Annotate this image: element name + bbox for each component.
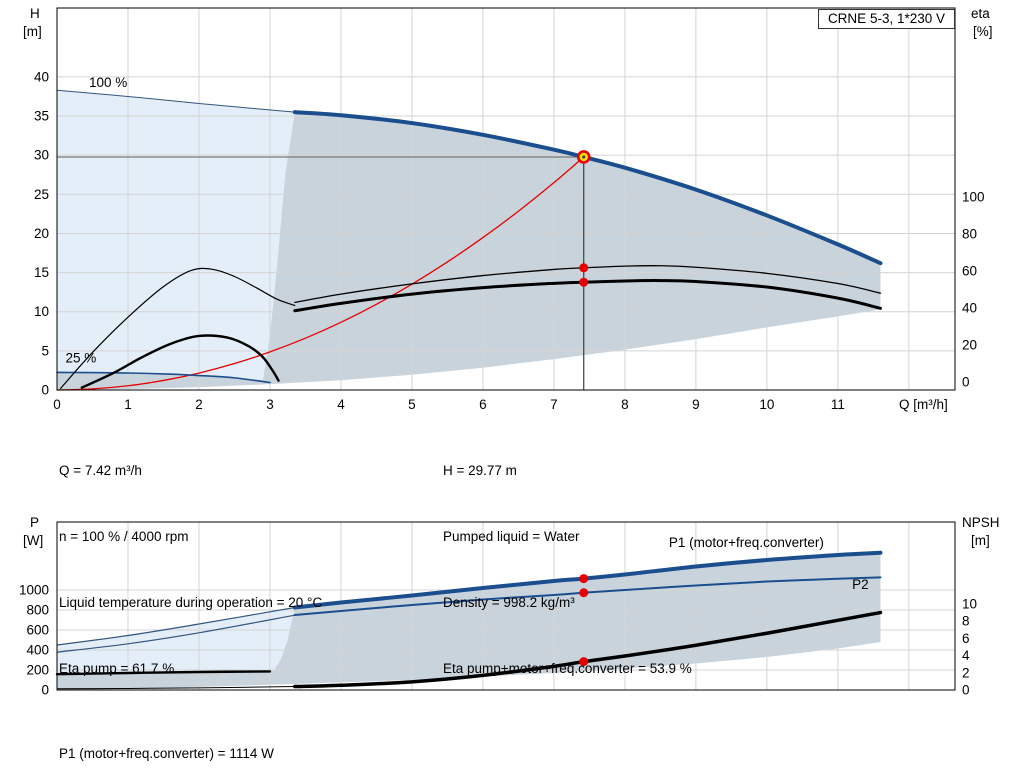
p1-label: P1 (motor+freq.converter) <box>669 535 824 550</box>
info-liquid: Pumped liquid = Water <box>443 529 580 544</box>
y-left-tick-label: 200 <box>26 663 49 678</box>
axis-title-h: H <box>30 6 40 21</box>
info-temperature: Liquid temperature during operation = 20… <box>59 595 323 610</box>
y-right-tick-label: 2 <box>962 665 970 680</box>
eta-pump-curve <box>294 265 882 304</box>
y-left-tick-label: 1000 <box>19 583 49 598</box>
speed-100-label: 100 % <box>89 75 127 90</box>
y-left-tick-label: 30 <box>34 148 49 163</box>
p1-25-curve <box>55 670 272 676</box>
info-eta-total: Eta pump+motor+freq.converter = 53.9 % <box>443 661 692 676</box>
power-info: P1 (motor+freq.converter) = 1114 W P2 = … <box>59 699 274 781</box>
y-left-tick-label: 25 <box>34 187 49 202</box>
y-right-tick-label: 80 <box>962 226 977 241</box>
y-left-tick-label: 800 <box>26 603 49 618</box>
p2-label: P2 <box>852 577 869 592</box>
info-speed: n = 100 % / 4000 rpm <box>59 529 189 544</box>
low-flow-area <box>57 90 295 380</box>
x-tick-label: 4 <box>337 397 345 412</box>
y-left-tick-label: 10 <box>34 304 49 319</box>
info-density: Density = 998.2 kg/m³ <box>443 595 575 610</box>
x-tick-label: 3 <box>266 397 274 412</box>
y-right-tick-label: 0 <box>962 683 970 698</box>
speed-25-curve <box>56 371 271 384</box>
duty-point-center <box>582 155 586 159</box>
eta-pump-dot <box>579 263 589 273</box>
operating-envelope-area <box>57 112 881 390</box>
y-right-tick-label: 40 <box>962 300 977 315</box>
eta-25-total-curve <box>80 334 280 389</box>
x-tick-label: 6 <box>479 397 487 412</box>
x-tick-label: 10 <box>759 397 774 412</box>
y-right-tick-label: 100 <box>962 189 985 204</box>
eta-total-curve <box>293 279 882 313</box>
y-right-tick-label: 10 <box>962 596 977 611</box>
pump-model-box: CRNE 5-3, 1*230 V <box>817 9 955 29</box>
y-left-tick-label: 20 <box>34 226 49 241</box>
x-axis-label: Q [m³/h] <box>899 397 948 412</box>
p1-dot <box>579 574 589 584</box>
plot-border <box>56 7 956 391</box>
info-p1: P1 (motor+freq.converter) = 1114 W <box>59 746 274 761</box>
y-left-tick-label: 35 <box>34 109 49 124</box>
y-right-tick-label: 4 <box>962 648 970 663</box>
axis-title-eta: eta <box>971 6 990 21</box>
axis-unit-m: [m] <box>23 24 42 39</box>
eta-total-dot <box>579 277 589 287</box>
y-left-tick-label: 40 <box>34 69 49 84</box>
axis-title-p: P <box>30 515 40 530</box>
y-left-tick-label: 5 <box>41 343 49 358</box>
axis-unit-m2: [m] <box>971 533 990 548</box>
p2-dot <box>579 588 589 598</box>
y-left-tick-label: 600 <box>26 623 49 638</box>
x-tick-label: 9 <box>692 397 700 412</box>
plot-border <box>56 521 956 691</box>
y-right-tick-label: 60 <box>962 263 977 278</box>
y-right-tick-label: 0 <box>962 375 970 390</box>
x-tick-label: 0 <box>53 397 61 412</box>
x-tick-label: 11 <box>831 397 845 412</box>
y-left-tick-label: 0 <box>41 383 49 398</box>
system-curve <box>56 156 585 391</box>
x-tick-label: 5 <box>408 397 416 412</box>
eta-25-pump-curve <box>59 267 296 390</box>
p1-curve-lead <box>56 606 296 646</box>
duty-info-left: Q = 7.42 m³/h n = 100 % / 4000 rpm Liqui… <box>59 416 322 724</box>
axis-title-npsh: NPSH <box>962 515 1000 530</box>
axis-unit-w: [W] <box>23 533 44 548</box>
y-left-tick-label: 400 <box>26 643 49 658</box>
info-flow: Q = 7.42 m³/h <box>59 463 142 478</box>
x-tick-label: 8 <box>621 397 629 412</box>
x-tick-label: 7 <box>550 397 558 412</box>
y-right-tick-label: 20 <box>962 338 977 353</box>
y-right-tick-label: 8 <box>962 614 970 629</box>
npsh-dot <box>579 657 589 667</box>
y-left-tick-label: 0 <box>41 683 49 698</box>
info-head: H = 29.77 m <box>443 463 517 478</box>
x-tick-label: 1 <box>124 397 132 412</box>
axis-unit-pct: [%] <box>973 24 993 39</box>
speed-25-label: 25 % <box>66 351 97 366</box>
y-right-tick-label: 6 <box>962 631 970 646</box>
power-low-flow-area <box>57 607 295 675</box>
x-tick-label: 2 <box>195 397 203 412</box>
info-eta-pump: Eta pump = 61.7 % <box>59 661 175 676</box>
p2-curve-lead <box>56 614 296 653</box>
npsh-curve-lead <box>56 686 296 690</box>
y-left-tick-label: 15 <box>34 265 49 280</box>
duty-info-right: H = 29.77 m Pumped liquid = Water Densit… <box>443 416 692 724</box>
speed-100-curve-lead <box>56 89 296 113</box>
